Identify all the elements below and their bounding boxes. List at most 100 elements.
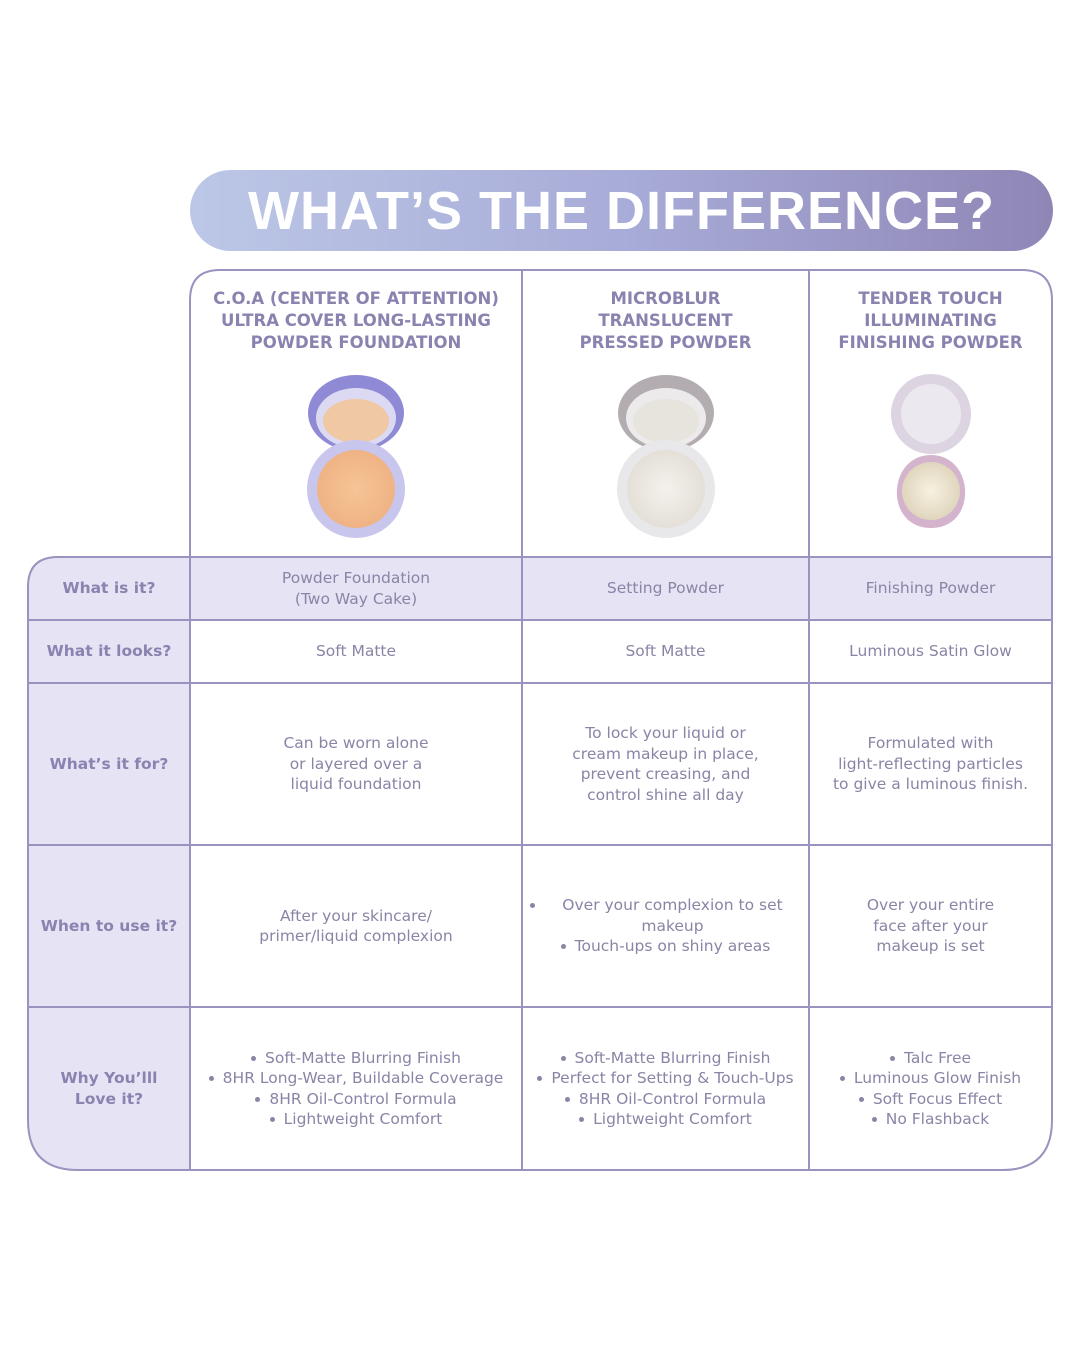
- bullet-text: 8HR Long-Wear, Buildable Coverage: [222, 1069, 504, 1087]
- shading: [28, 557, 1052, 1170]
- cell-line: (Two Way Cake): [294, 589, 418, 608]
- bullet-item: 8HR Long-Wear, Buildable Coverage: [208, 1068, 504, 1089]
- cell-line: cream makeup in place,: [572, 744, 759, 763]
- bullet-dot: [839, 1076, 845, 1081]
- row-label: When to use it?: [28, 845, 190, 1007]
- bullet-item: 8HR Oil-Control Formula: [564, 1089, 766, 1110]
- row-label: What’s it for?: [28, 683, 190, 845]
- bullet-item: Soft-Matte Blurring Finish: [560, 1048, 771, 1069]
- bullet-dot: [269, 1117, 275, 1122]
- table-cell: Over your entire face after your makeup is…: [809, 845, 1052, 1007]
- row-label-line: When to use it?: [40, 916, 178, 935]
- bullet-item: Soft Focus Effect: [858, 1089, 1003, 1110]
- product-name-line: ULTRA COVER LONG-LASTING: [221, 311, 491, 330]
- table-cell: Soft-Matte Blurring Finish 8HR Long-Wear,…: [190, 1007, 522, 1170]
- bullet-dot: [560, 1055, 566, 1061]
- cell-line: light-reflecting particles: [838, 754, 1023, 773]
- product-name-line: PRESSED POWDER: [579, 333, 752, 352]
- bullet-item: Touch-ups on shiny areas: [560, 936, 771, 957]
- cell-line: Setting Powder: [606, 579, 725, 598]
- table-cell: Can be worn alone or layered over a liquid…: [190, 683, 522, 845]
- table-cell: Luminous Satin Glow: [809, 620, 1052, 683]
- cell-line: liquid foundation: [290, 775, 422, 794]
- bullet-dot: [208, 1076, 214, 1081]
- product-name-line: ILLUMINATING: [864, 311, 997, 330]
- product-name-line: FINISHING POWDER: [838, 333, 1023, 352]
- row-label-line: What it looks?: [46, 642, 172, 660]
- row-label: What is it?: [28, 557, 190, 620]
- product-name-line: POWDER FOUNDATION: [250, 333, 462, 352]
- table-cell: Powder Foundation (Two Way Cake): [190, 557, 522, 620]
- row-label-line: What’s it for?: [49, 754, 169, 773]
- cell-line: face after your: [873, 916, 988, 935]
- title: WHAT’S THE DIFFERENCE?: [248, 180, 995, 241]
- bullet-dot: [560, 944, 566, 950]
- cell-line: After your skincare/: [280, 906, 432, 925]
- product-name-line: C.O.A (CENTER OF ATTENTION): [213, 289, 499, 308]
- table-cell: Soft-Matte Blurring Finish Perfect for Se…: [522, 1007, 809, 1170]
- cell-line: Soft Matte: [315, 642, 397, 661]
- bullet-item: Soft-Matte Blurring Finish: [251, 1048, 461, 1069]
- bullet-text: Soft Focus Effect: [872, 1089, 1003, 1108]
- cell-line: Can be worn alone: [283, 734, 429, 753]
- bullet-item: Luminous Glow Finish: [839, 1068, 1022, 1089]
- bullet-text: Lightweight Comfort: [283, 1110, 443, 1128]
- product-name-line: TENDER TOUCH: [858, 289, 1003, 308]
- cell-line: makeup is set: [876, 937, 985, 956]
- row-label: Why You’lll Love it?: [28, 1007, 190, 1170]
- bullet-dot: [889, 1055, 895, 1061]
- bullet-dot: [255, 1096, 261, 1102]
- bullet-text: Touch-ups on shiny areas: [574, 937, 771, 956]
- table-cell: Finishing Powder: [809, 557, 1052, 620]
- bullet-item: No Flashback: [871, 1109, 990, 1130]
- bullet-dot: [564, 1096, 570, 1102]
- row-label-line: What is it?: [62, 579, 156, 597]
- cell-line: control shine all day: [587, 785, 744, 804]
- table-cell: Formulated with light-reflecting particle…: [809, 683, 1052, 845]
- product-header: MICROBLUR TRANSLUCENT PRESSED POWDER: [522, 288, 809, 354]
- table-cell: Talc Free Luminous Glow Finish Soft Focus …: [809, 1007, 1052, 1170]
- product-name-line: MICROBLUR: [610, 289, 721, 308]
- bullet-dot: [251, 1055, 257, 1061]
- cell-line: Over your entire: [866, 896, 995, 915]
- bullet-item: Lightweight Comfort: [579, 1109, 752, 1130]
- bullet-text: Perfect for Setting & Touch-Ups: [551, 1069, 794, 1087]
- bullet-item: Lightweight Comfort: [269, 1109, 443, 1130]
- product-image: [891, 374, 971, 528]
- table-cell: Setting Powder: [522, 557, 809, 620]
- row-label-line: Why You’lll: [60, 1068, 158, 1087]
- bullet-text: 8HR Oil-Control Formula: [269, 1089, 457, 1108]
- bullet-item: Talc Free: [889, 1048, 972, 1069]
- title-banner: WHAT’S THE DIFFERENCE?: [190, 170, 1053, 251]
- table-cell: Soft Matte: [190, 620, 522, 683]
- product-header: TENDER TOUCH ILLUMINATING FINISHING POWDER: [809, 288, 1052, 354]
- bullet-text: Soft-Matte Blurring Finish: [265, 1048, 461, 1067]
- cell-line: primer/liquid complexion: [259, 927, 453, 945]
- cell-line: To lock your liquid or: [585, 724, 746, 742]
- product-image: [617, 375, 715, 538]
- table-cell: After your skincare/primer/liquid comple…: [190, 845, 522, 1007]
- table-cell: Soft Matte: [522, 620, 809, 683]
- bullet-item: Over your complexion to set makeup: [530, 895, 801, 936]
- row-label: What it looks?: [28, 620, 190, 683]
- table-cell: To lock your liquid or cream makeup in pl…: [522, 683, 809, 845]
- bullet-text: No Flashback: [885, 1110, 990, 1128]
- bullet-text: Luminous Glow Finish: [853, 1069, 1022, 1087]
- bullet-item: 8HR Oil-Control Formula: [255, 1089, 457, 1110]
- cell-line: prevent creasing, and: [580, 765, 751, 783]
- bullet-text: Soft-Matte Blurring Finish: [574, 1048, 771, 1067]
- bullet-item: Perfect for Setting & Touch-Ups: [537, 1068, 794, 1089]
- bullet-dot: [530, 903, 535, 909]
- table-cell: Over your complexion to set makeup Touch-…: [522, 845, 809, 1007]
- bullet-dot: [858, 1096, 864, 1102]
- grid: [27, 269, 1053, 1171]
- row-label-line: Love it?: [74, 1089, 144, 1108]
- bullet-dot: [537, 1076, 543, 1081]
- cell-line: Powder Foundation: [281, 569, 431, 587]
- cell-line: or layered over a: [289, 754, 423, 773]
- cell-line: Finishing Powder: [865, 579, 996, 598]
- bullet-text: Talc Free: [903, 1048, 972, 1067]
- product-header: C.O.A (CENTER OF ATTENTION) ULTRA COVER L…: [190, 288, 522, 354]
